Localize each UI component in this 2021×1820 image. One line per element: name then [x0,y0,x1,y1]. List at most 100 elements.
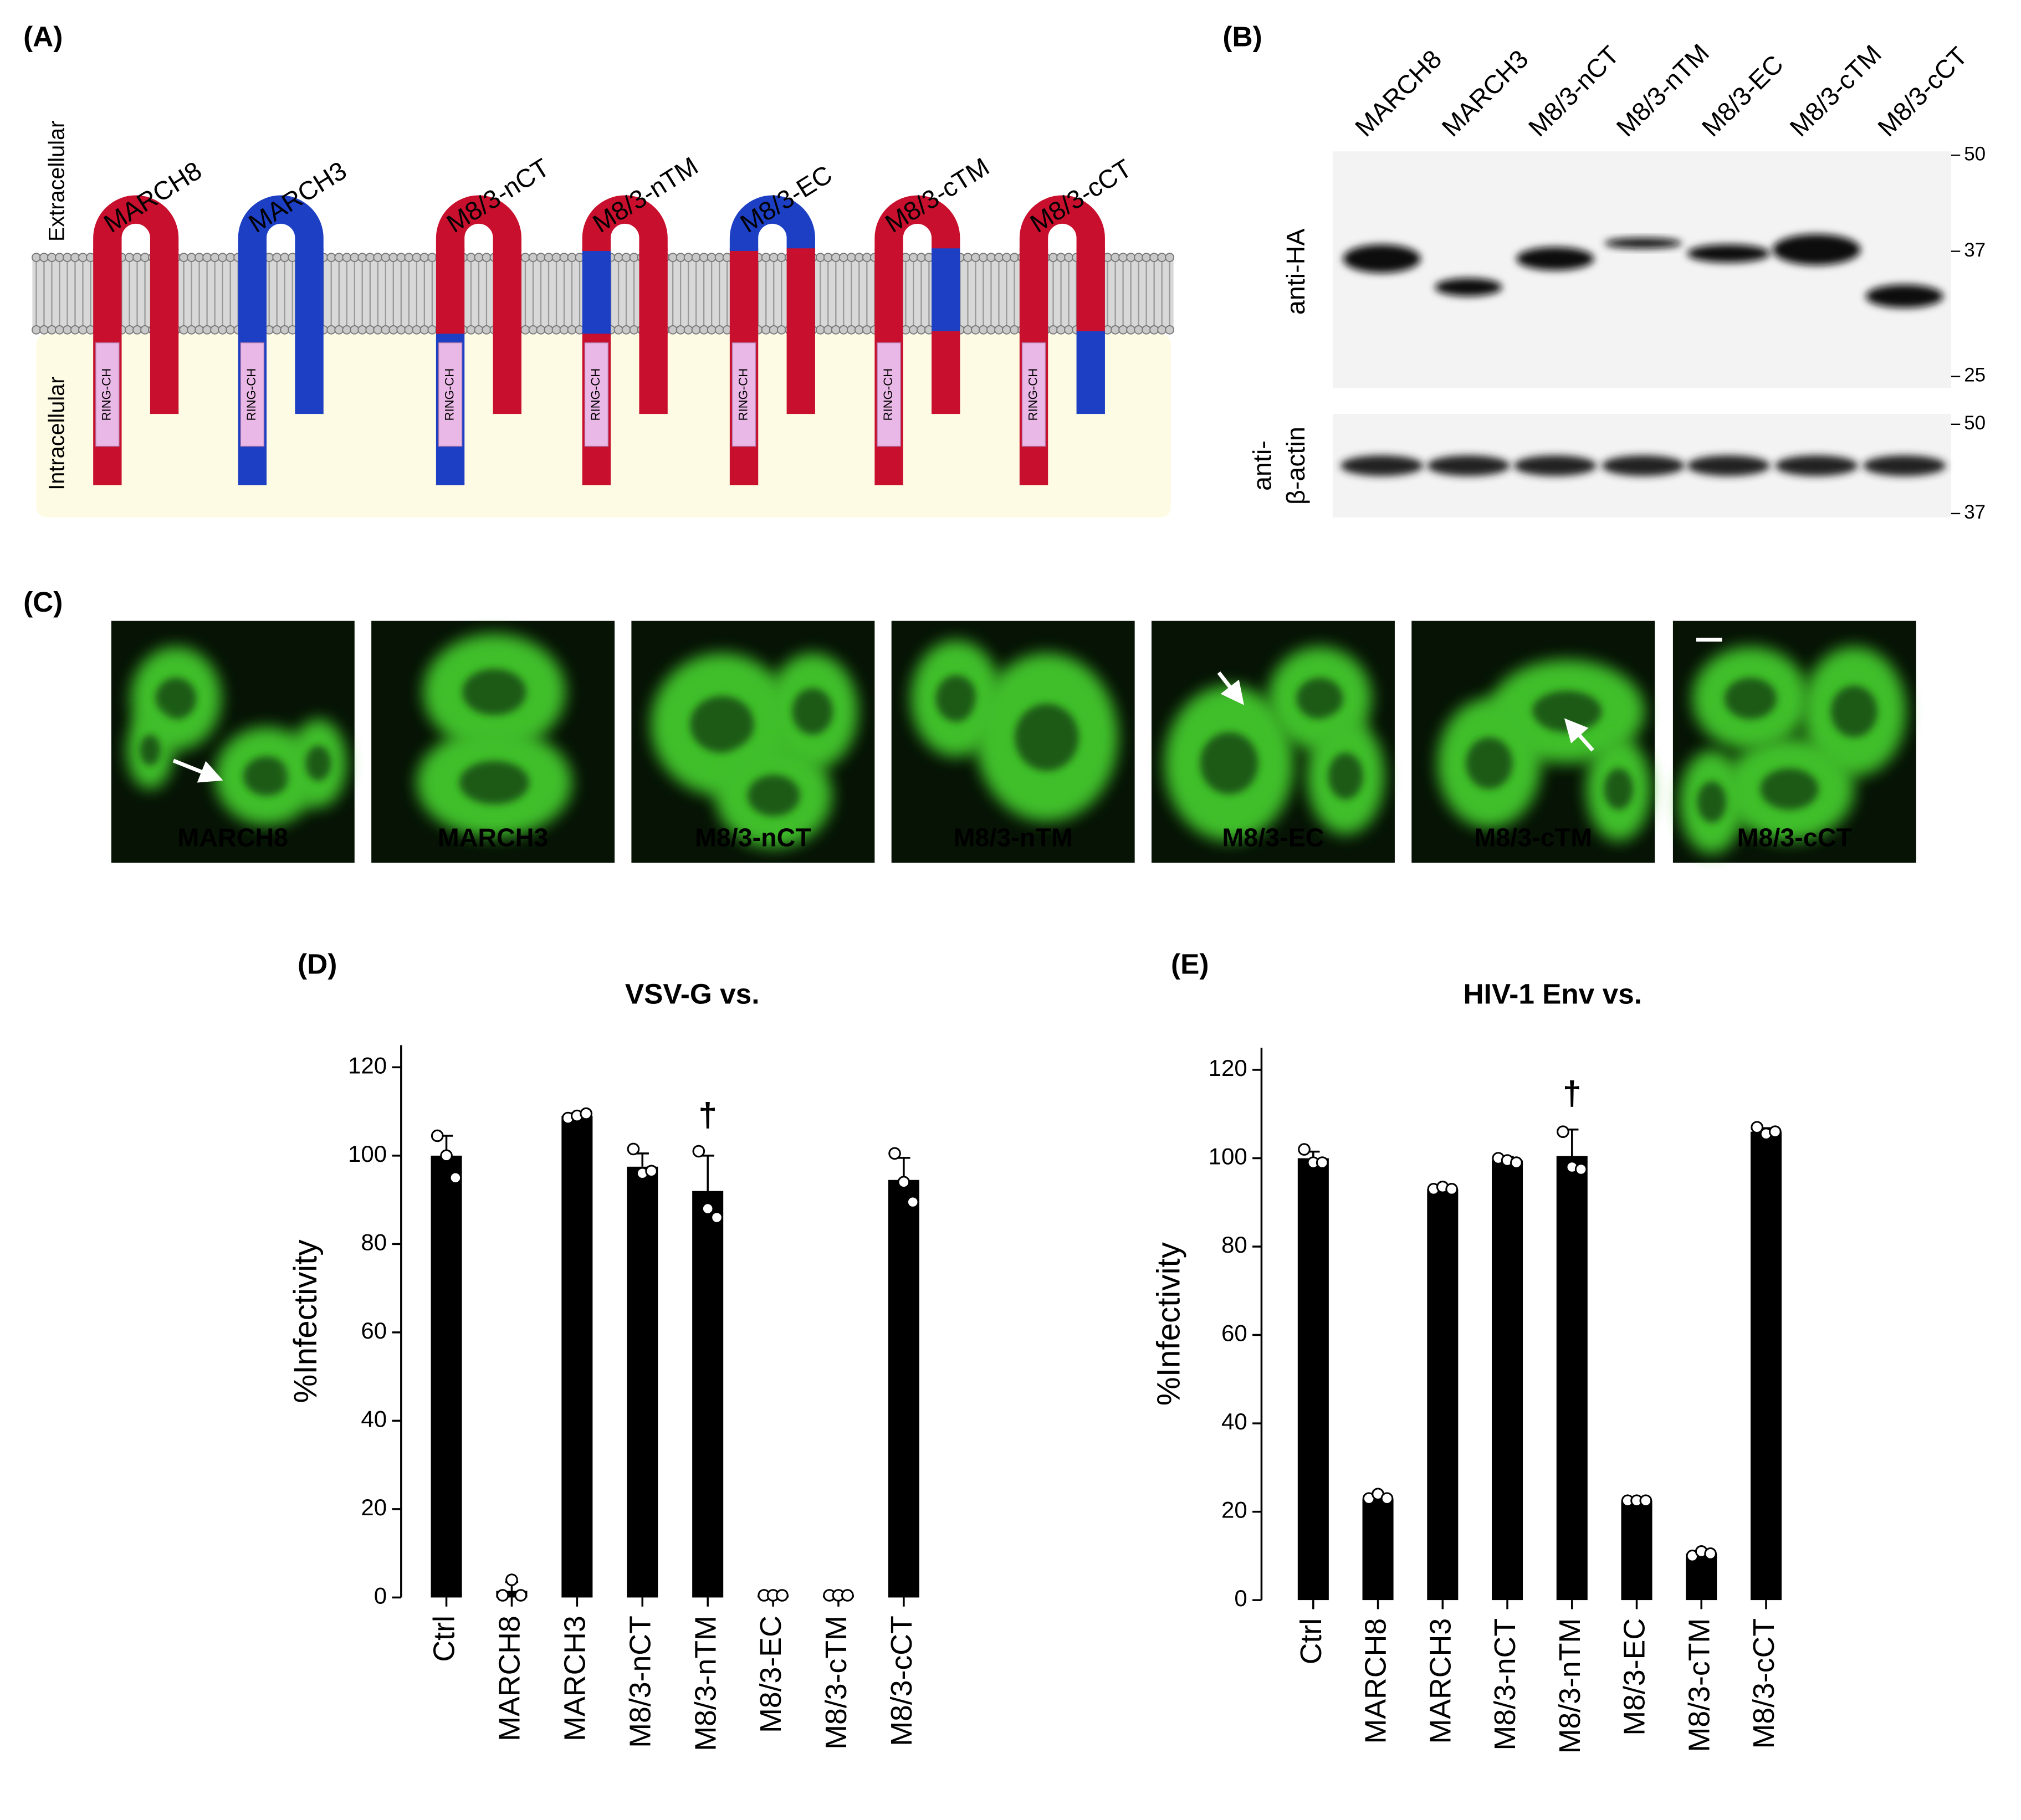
band [1863,455,1946,476]
nucleus [792,688,833,735]
y-tick-label: 20 [361,1494,387,1520]
lipid-head [536,325,546,335]
c-tail [932,331,960,414]
tm1 [582,248,611,334]
annotation: † [1563,1074,1582,1112]
micrograph-label: M8/3-cTM [1474,823,1592,852]
lipid-head [823,325,833,335]
lipid-head [1142,253,1152,263]
x-tick-label: MARCH3 [1424,1618,1457,1744]
lipid-head [862,325,872,335]
lipid-head [699,253,709,263]
lipid-head [39,253,49,263]
antibody-label: β-actin [1281,427,1310,505]
lipid-head [551,253,561,263]
y-tick-label: 60 [361,1317,387,1344]
lipid-head [210,253,220,263]
data-point [1557,1125,1569,1139]
lipid-head [466,253,476,263]
lipid-head [357,325,367,335]
lipid-head [32,253,41,263]
bar [692,1191,724,1598]
nucleus [747,775,800,817]
lipid-head [132,253,142,263]
nucleus [459,761,529,804]
y-tick-label: 40 [1221,1408,1247,1434]
band [1427,455,1510,476]
band [1516,247,1594,270]
nucleus [1015,704,1079,771]
data-point [692,1145,705,1158]
lipid-head [388,253,398,263]
lipid-head [466,325,476,335]
lipid-head [218,325,228,335]
lipid-head [70,253,80,263]
construct: RING-CH [436,195,521,485]
lipid-head [520,253,530,263]
loop [93,195,179,251]
ring-ch-label: RING-CH [1026,368,1040,421]
micrograph: M8/3-cCT [1672,621,1916,863]
lipid-head [1056,325,1066,335]
lipid-head [474,253,484,263]
lipid-head [280,253,290,263]
lipid-head [714,253,724,263]
y-tick-label: 20 [1221,1497,1247,1523]
nucleus [1604,768,1634,810]
lipid-head [1118,325,1128,335]
lipid-head [986,253,996,263]
lipid-head [567,253,577,263]
construct: RING-CH [582,195,668,485]
lipid-head [761,325,771,335]
marker-label: 50 [1964,412,1986,434]
lipid-head [831,325,841,335]
tm2 [1076,248,1105,334]
lipid-head [187,325,197,335]
lipid-head [342,253,352,263]
data-point [1316,1156,1329,1169]
nucleus [139,735,161,766]
lipid-head [714,325,724,335]
lipid-head [140,325,150,335]
loop [582,195,668,251]
lipid-head [427,325,437,335]
construct: RING-CH [874,195,960,485]
y-tick-label: 120 [348,1052,387,1078]
lipid-head [342,325,352,335]
tm2 [932,248,960,334]
lipid-head [1064,325,1073,335]
nucleus [935,675,977,722]
lipid-head [769,325,779,335]
ring-ch-label: RING-CH [244,368,258,421]
lipid-head [78,253,88,263]
y-tick-label: 0 [1234,1585,1247,1611]
data-point [776,1589,789,1602]
lipid-head [55,325,64,335]
lipid-head [187,253,197,263]
lipid-head [986,325,996,335]
lipid-head [629,325,639,335]
lipid-head [831,253,841,263]
tm2 [493,248,521,334]
nucleus [243,756,290,796]
micrograph-label: MARCH3 [438,823,549,852]
y-tick-label: 60 [1221,1320,1247,1346]
lipid-head [676,253,685,263]
tm1 [874,248,903,334]
micrograph-label: M8/3-nCT [695,823,812,852]
bar [888,1180,919,1598]
bar [1297,1158,1329,1601]
nucleus [1466,737,1513,789]
lipid-head [334,325,344,335]
lipid-head [195,253,204,263]
c-tail [493,331,521,414]
lipid-head [520,325,530,335]
tm2 [786,248,815,334]
tm2 [150,248,179,334]
bar [431,1155,462,1598]
lipid-head [326,325,336,335]
lipid-head [78,325,88,335]
lipid-head [32,325,41,335]
arrow [1564,718,1594,752]
lipid-head [1149,253,1159,263]
